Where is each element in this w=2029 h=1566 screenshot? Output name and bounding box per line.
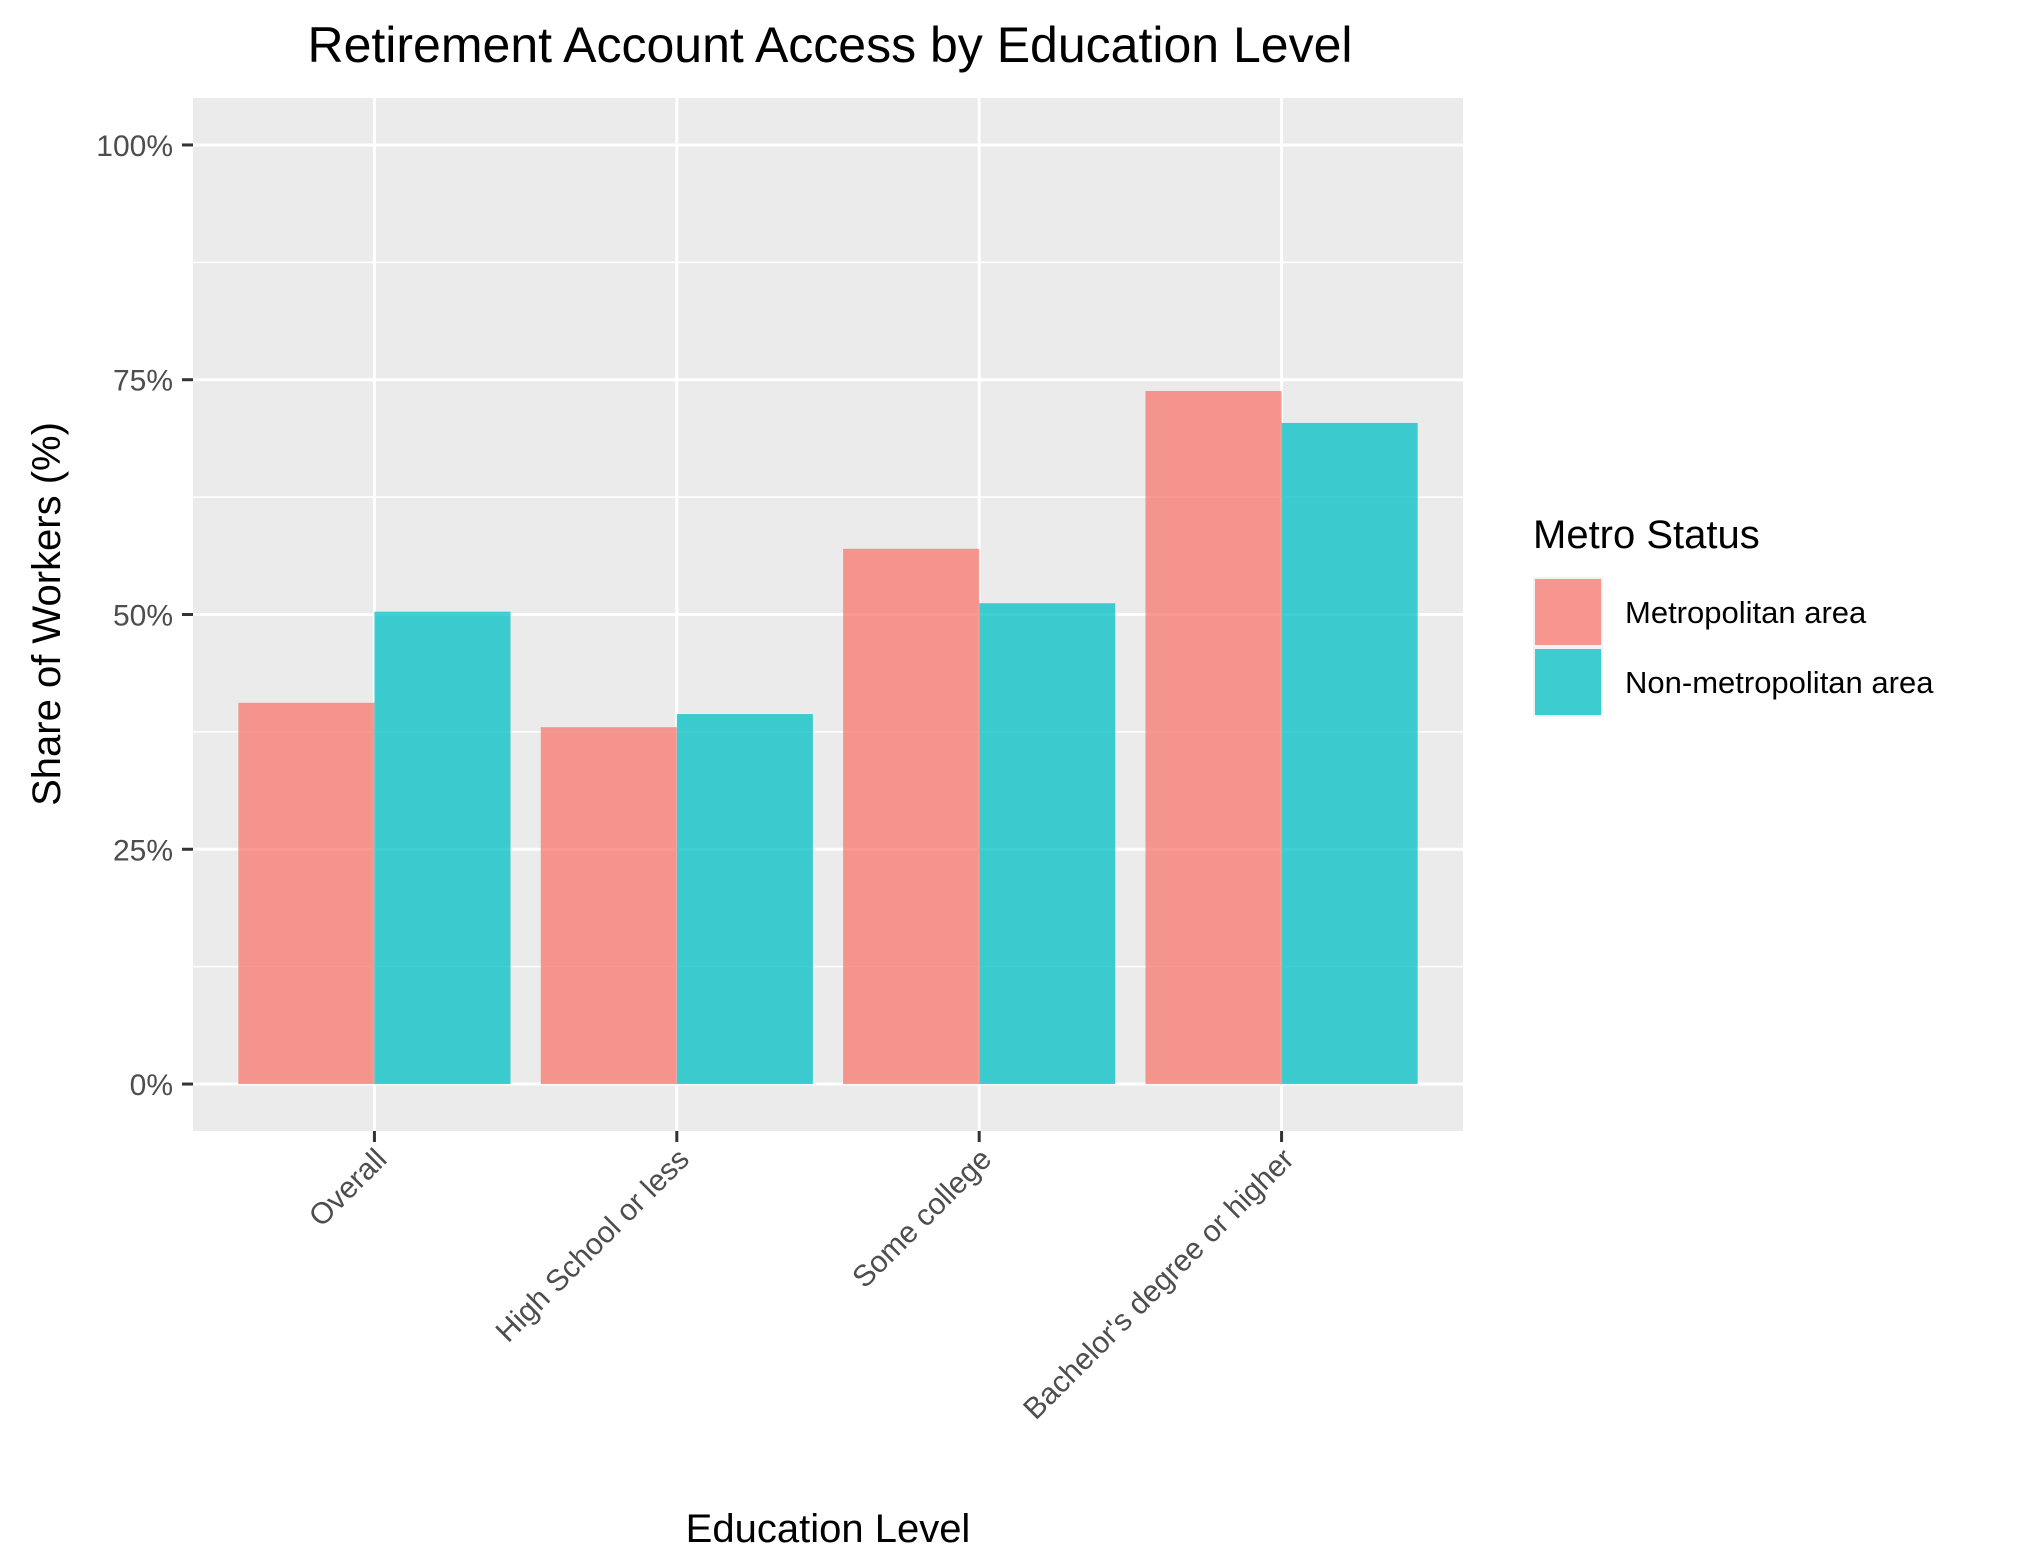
x-axis-title: Education Level [686, 1507, 971, 1551]
bar-metropolitan [540, 727, 677, 1085]
chart-title: Retirement Account Access by Education L… [307, 17, 1352, 73]
x-axis: Overall High School or less Some college Ba… [303, 1131, 1301, 1426]
bar-non-metropolitan [1281, 422, 1418, 1085]
bar-non-metropolitan [676, 714, 813, 1085]
y-tick-label: 100% [96, 130, 173, 163]
legend-item-label: Metropolitan area [1625, 595, 1867, 630]
legend-key-swatch [1535, 649, 1601, 715]
bar-metropolitan [238, 702, 375, 1085]
bars [238, 390, 1418, 1085]
y-tick-label: 0% [130, 1069, 173, 1102]
y-axis-title: Share of Workers (%) [25, 422, 69, 806]
legend-key-swatch [1535, 579, 1601, 645]
y-tick-label: 25% [113, 834, 173, 867]
bar-metropolitan [1145, 390, 1282, 1085]
y-tick-label: 50% [113, 600, 173, 633]
x-tick-label: High School or less [490, 1143, 696, 1349]
bar-non-metropolitan [979, 603, 1116, 1085]
bar-metropolitan [843, 548, 980, 1085]
bar-non-metropolitan [374, 611, 511, 1085]
y-tick-label: 75% [113, 365, 173, 398]
legend-item-label: Non-metropolitan area [1625, 665, 1934, 700]
legend-title: Metro Status [1533, 513, 1760, 557]
x-tick-label: Some college [846, 1143, 998, 1295]
x-tick-label: Overall [303, 1143, 394, 1234]
y-axis: 0% 25% 50% 75% 100% [96, 130, 193, 1102]
x-tick-label: Bachelor's degree or higher [1017, 1143, 1300, 1426]
legend: Metro Status Metropolitan area Non-metrop… [1533, 513, 1934, 717]
